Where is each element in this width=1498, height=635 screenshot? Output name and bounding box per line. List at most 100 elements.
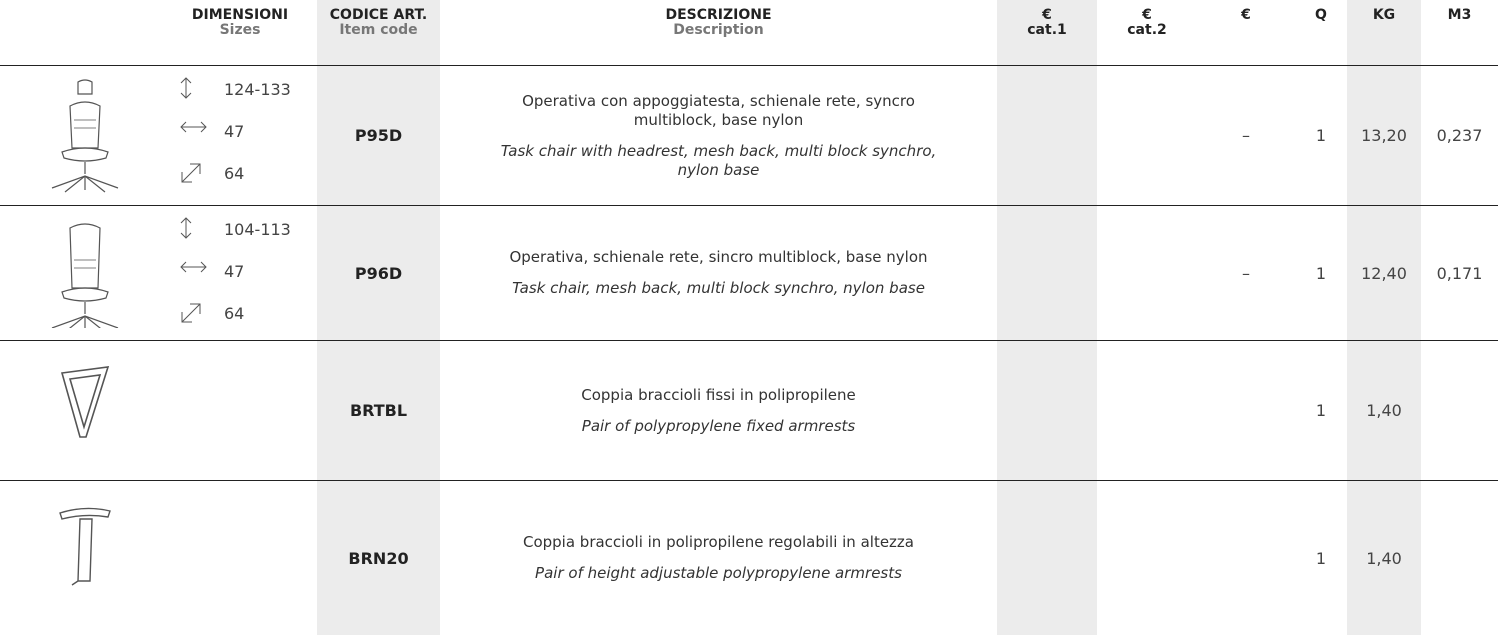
sketch-line [60, 366, 110, 438]
price: – [1242, 126, 1250, 145]
shaded-column [997, 0, 1097, 635]
weight-cell: 1,40 [1347, 481, 1421, 635]
weight: 12,40 [1361, 263, 1407, 283]
icon [59, 507, 111, 586]
header-cell: DESCRIZIONE Description [440, 8, 997, 52]
shaded-column [317, 0, 440, 635]
dimension-value: 104-113 [224, 220, 291, 239]
sketch-line [74, 119, 96, 129]
header-title: M3 [1447, 7, 1472, 23]
dimension-value: 64 [224, 304, 245, 323]
item-code: BRN20 [348, 548, 409, 568]
item-code: P95D [354, 126, 403, 145]
item-code-cell: P95D [317, 66, 440, 205]
description: Coppia braccioli fissi in polipropilene [581, 385, 856, 404]
sketch-line [74, 259, 96, 269]
price-cell [1197, 341, 1295, 480]
price-cell: – [1197, 206, 1295, 340]
sketch-line [69, 223, 101, 289]
price-cell: – [1197, 66, 1295, 205]
item-code: BRTBL [349, 401, 408, 420]
sketch-line [61, 287, 109, 302]
sketch-line [180, 121, 207, 133]
header-subtitle: cat.2 [1127, 22, 1167, 38]
header-title: € [1142, 7, 1152, 23]
header-title: DIMENSIONI [191, 7, 289, 23]
sketch-line [180, 77, 192, 99]
sketch-line [51, 162, 119, 193]
weight: 13,20 [1361, 126, 1407, 145]
description-cell: Operativa con appoggiatesta, schienale r… [440, 66, 997, 205]
shaded-column [1347, 0, 1421, 635]
sketch-line [59, 507, 111, 586]
row-divider [0, 65, 1498, 66]
icon [180, 261, 207, 273]
quantity-cell: 1 [1295, 66, 1347, 205]
icon [180, 217, 192, 239]
description-en: Task chair, mesh back, multi block synch… [512, 279, 925, 297]
dimension-value: 47 [224, 262, 245, 281]
volume-cell: 0,237 [1421, 66, 1498, 205]
weight: 1,40 [1366, 548, 1402, 568]
quantity: 1 [1315, 548, 1327, 568]
icon [51, 79, 119, 193]
dimension-value: 64 [224, 164, 245, 183]
icon [181, 163, 201, 183]
sketch-line [69, 101, 101, 149]
weight-cell: 12,40 [1347, 206, 1421, 340]
quantity: 1 [1315, 126, 1327, 145]
item-code-cell: BRN20 [317, 481, 440, 635]
quantity-cell: 1 [1295, 341, 1347, 480]
price: – [1242, 263, 1250, 283]
header-cell: M3 [1421, 8, 1498, 52]
header-subtitle: Item code [339, 22, 418, 38]
sketch-line [180, 261, 207, 273]
header-title: Q [1315, 7, 1327, 23]
volume-cell [1421, 341, 1498, 480]
header-subtitle: cat.1 [1027, 22, 1067, 38]
weight-cell: 13,20 [1347, 66, 1421, 205]
description-cell: Coppia braccioli fissi in polipropilene P… [440, 341, 997, 480]
description-cell: Coppia braccioli in polipropilene regola… [440, 481, 997, 635]
sketch-line [61, 147, 109, 162]
header-cell: € cat.1 [997, 8, 1097, 52]
header-title: DESCRIZIONE [665, 7, 772, 23]
icon [181, 303, 201, 323]
description-cell: Operativa, schienale rete, sincro multib… [440, 206, 997, 340]
description-en: Pair of polypropylene fixed armrests [581, 416, 856, 435]
description: Coppia braccioli in polipropilene regola… [522, 533, 914, 551]
header-cell: € cat.2 [1097, 8, 1197, 52]
header-title: € [1042, 7, 1052, 23]
description-en: Task chair with headrest, mesh back, mul… [500, 141, 937, 179]
header-title: € [1241, 7, 1251, 23]
row-divider [0, 205, 1498, 206]
description: Operativa, schienale rete, sincro multib… [509, 248, 928, 266]
volume-cell [1421, 481, 1498, 635]
volume: 0,237 [1436, 126, 1483, 145]
quantity-cell: 1 [1295, 206, 1347, 340]
icon [180, 77, 192, 99]
sketch-line [181, 303, 201, 323]
weight: 1,40 [1366, 401, 1402, 420]
quantity-cell: 1 [1295, 481, 1347, 635]
dimension-value: 47 [224, 122, 245, 141]
header-subtitle: Sizes [219, 22, 261, 38]
header-title: KG [1372, 7, 1396, 23]
description-en: Pair of height adjustable polypropylene … [535, 564, 902, 582]
weight-cell: 1,40 [1347, 341, 1421, 480]
header-subtitle: Description [673, 22, 764, 38]
icon [51, 223, 119, 328]
quantity: 1 [1315, 401, 1327, 420]
sketch-line [180, 217, 192, 239]
sketch-line [181, 163, 201, 183]
volume: 0,171 [1436, 263, 1483, 283]
icon [60, 366, 110, 438]
icon [180, 121, 207, 133]
volume-cell: 0,171 [1421, 206, 1498, 340]
price-cell [1197, 481, 1295, 635]
description: Operativa con appoggiatesta, schienale r… [522, 91, 915, 129]
row-divider [0, 340, 1498, 341]
header-cell: KG [1347, 8, 1421, 52]
sketch-line [77, 79, 93, 95]
